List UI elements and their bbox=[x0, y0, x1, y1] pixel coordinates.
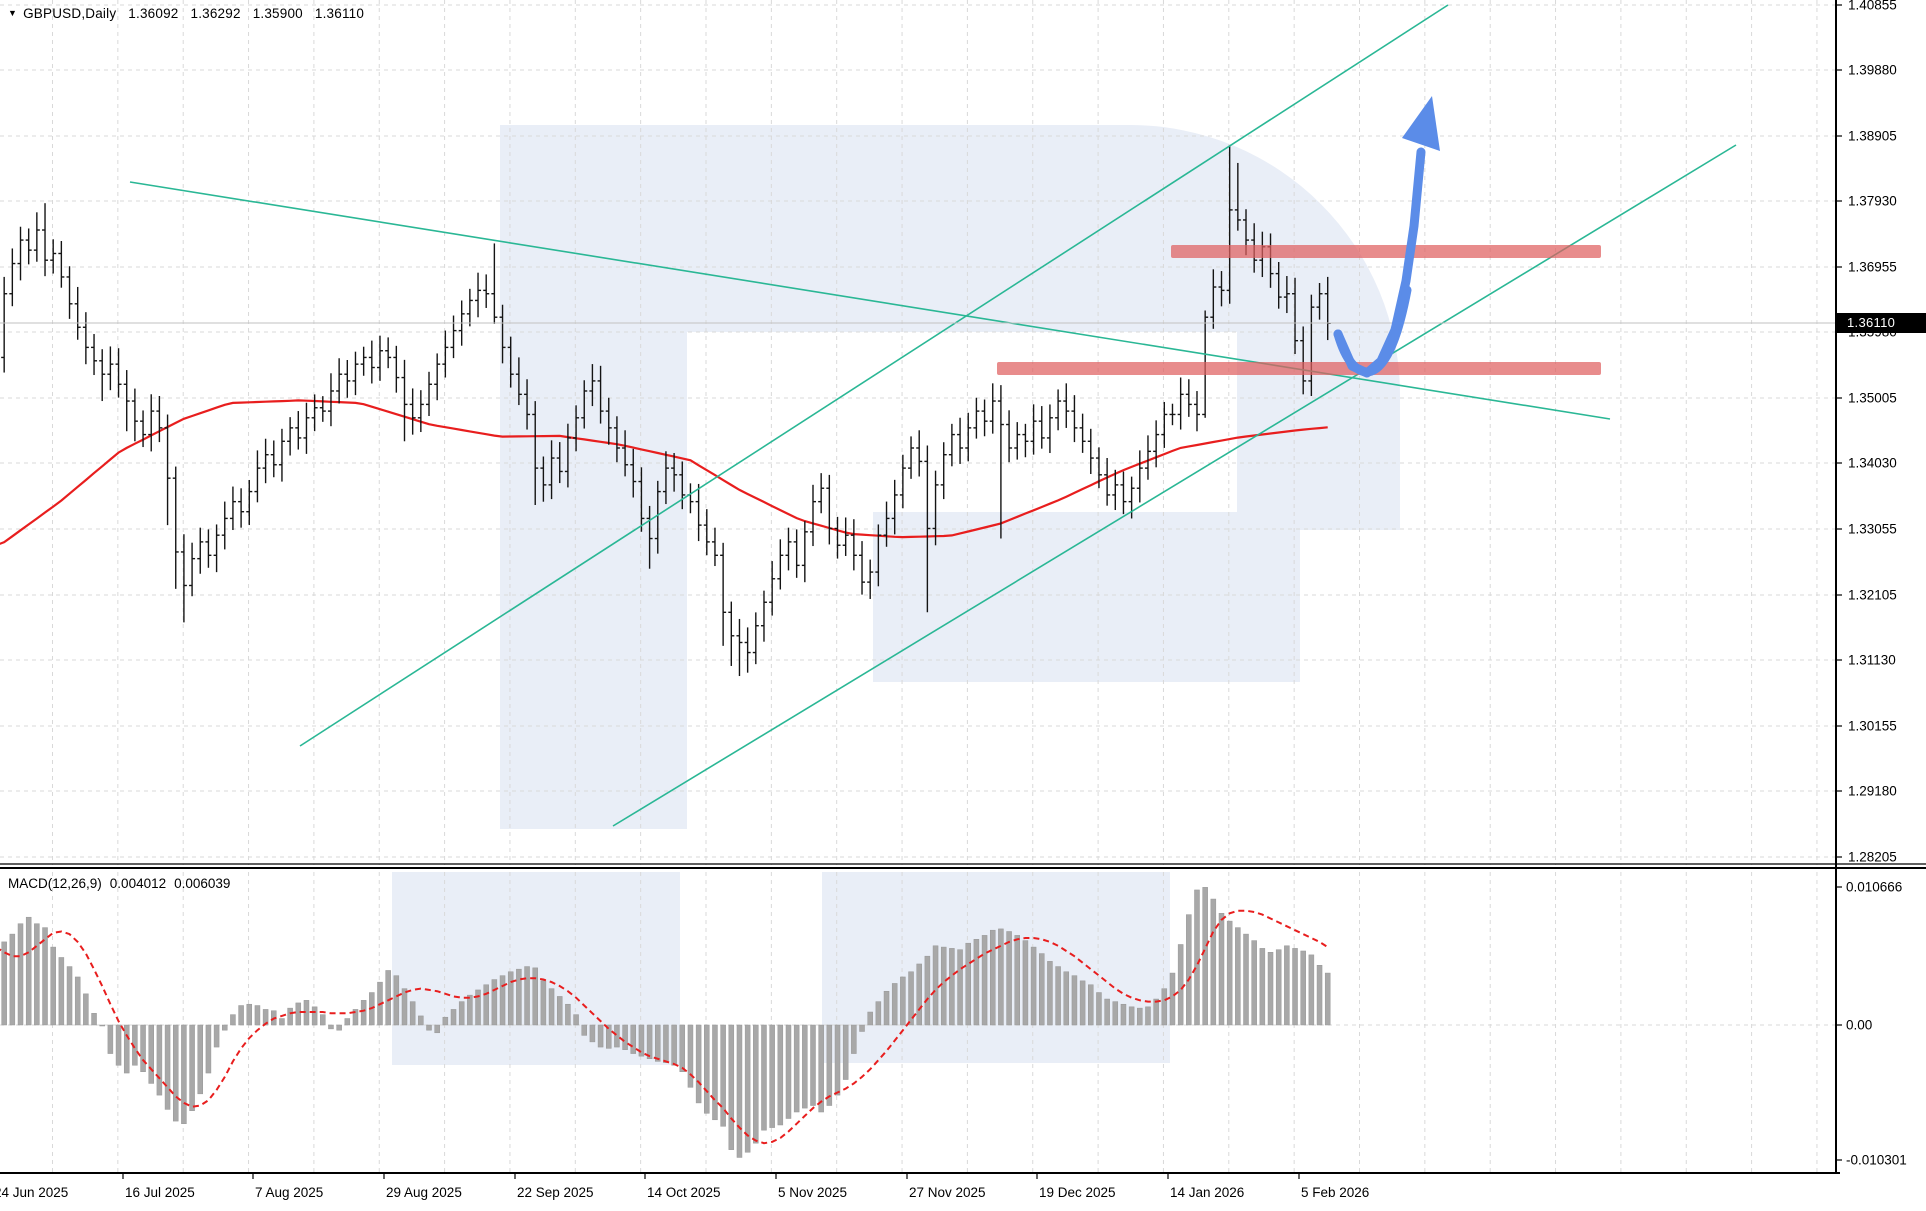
price-tick-label: 1.37930 bbox=[1848, 194, 1897, 209]
macd-histogram bbox=[1, 887, 1331, 1158]
time-axis: 24 Jun 2025 16 Jul 2025 7 Aug 2025 29 Aug 2… bbox=[0, 1173, 1369, 1200]
price-tick-label: 1.33055 bbox=[1848, 522, 1897, 537]
plot-area[interactable] bbox=[0, 0, 1836, 1173]
date-tick-label: 7 Aug 2025 bbox=[255, 1185, 323, 1200]
sr-zones[interactable] bbox=[997, 245, 1601, 375]
date-tick-label: 19 Dec 2025 bbox=[1039, 1185, 1116, 1200]
price-tick-label: 1.38905 bbox=[1848, 129, 1897, 144]
projection-arrow[interactable] bbox=[1333, 96, 1440, 378]
symbol-dropdown-icon[interactable]: ▼ bbox=[8, 7, 18, 18]
price-tick-label: 1.28205 bbox=[1848, 850, 1897, 865]
quote-open: 1.36092 bbox=[128, 6, 179, 21]
price-tick-label: 1.34030 bbox=[1848, 456, 1897, 471]
price-tick-label: 1.39880 bbox=[1848, 63, 1897, 78]
price-tick-label: 1.35005 bbox=[1848, 391, 1897, 406]
macd-name: MACD(12,26,9) bbox=[8, 876, 102, 891]
macd-tick-label: -0.010301 bbox=[1846, 1153, 1907, 1168]
macd-indicator-label: MACD(12,26,9) 0.004012 0.006039 bbox=[8, 876, 230, 891]
date-tick-label: 22 Sep 2025 bbox=[517, 1185, 594, 1200]
macd-signal-value: 0.006039 bbox=[174, 876, 231, 891]
price-tick-label: 1.30155 bbox=[1848, 719, 1897, 734]
current-price-badge: 1.36110 bbox=[1837, 313, 1926, 333]
date-tick-label: 24 Jun 2025 bbox=[0, 1185, 68, 1200]
price-axis: 1.408551.398801.389051.379301.369551.359… bbox=[1836, 0, 1907, 1168]
symbol-timeframe-label: GBPUSD,Daily bbox=[23, 6, 117, 21]
price-tick-label: 1.40855 bbox=[1848, 0, 1897, 13]
date-tick-label: 5 Nov 2025 bbox=[778, 1185, 847, 1200]
price-tick-label: 1.31130 bbox=[1848, 653, 1896, 668]
trendlines[interactable] bbox=[129, 4, 1737, 827]
date-tick-label: 14 Oct 2025 bbox=[647, 1185, 721, 1200]
macd-tick-label: 0.00 bbox=[1846, 1018, 1872, 1033]
chart-header: ▼ GBPUSD,Daily 1.36092 1.36292 1.35900 1… bbox=[8, 6, 364, 21]
quote-close: 1.36110 bbox=[314, 6, 365, 21]
quote-high: 1.36292 bbox=[190, 6, 241, 21]
quote-low: 1.35900 bbox=[252, 6, 303, 21]
date-tick-label: 27 Nov 2025 bbox=[909, 1185, 986, 1200]
price-tick-label: 1.29180 bbox=[1848, 784, 1897, 799]
macd-tick-label: 0.010666 bbox=[1846, 880, 1902, 895]
moving-average-line bbox=[0, 399, 1328, 545]
price-tick-label: 1.32105 bbox=[1848, 588, 1897, 603]
date-tick-label: 14 Jan 2026 bbox=[1170, 1185, 1244, 1200]
date-tick-label: 5 Feb 2026 bbox=[1301, 1185, 1369, 1200]
price-tick-label: 1.36955 bbox=[1848, 260, 1897, 275]
date-tick-label: 16 Jul 2025 bbox=[125, 1185, 195, 1200]
macd-signal-line bbox=[0, 909, 1329, 1145]
ohlc-bars bbox=[1, 146, 1331, 677]
date-tick-label: 29 Aug 2025 bbox=[386, 1185, 462, 1200]
macd-main-value: 0.004012 bbox=[109, 876, 167, 891]
